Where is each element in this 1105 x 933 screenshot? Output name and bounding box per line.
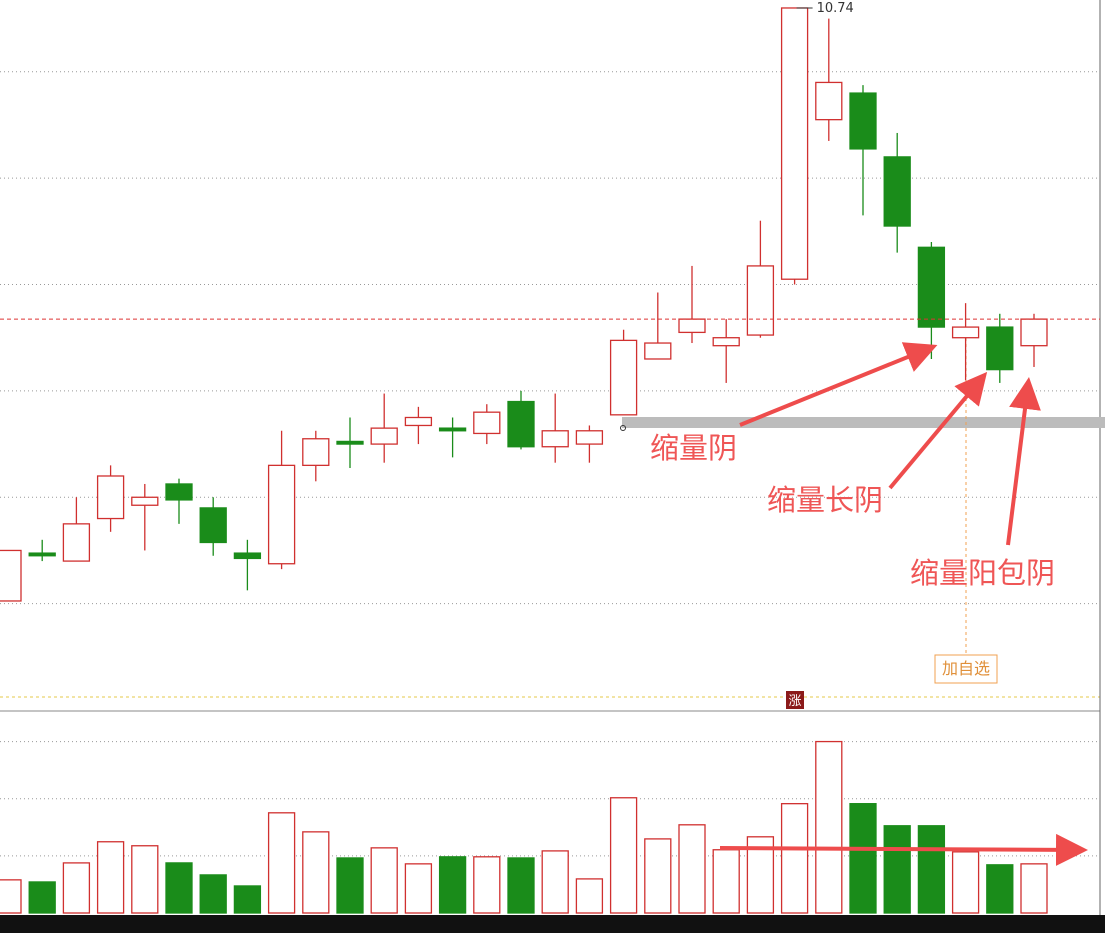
- candle-body: [712, 337, 740, 347]
- volume-bar: [0, 879, 22, 914]
- candle-body: [883, 156, 911, 227]
- arrow: [719, 833, 1088, 866]
- volume-bar: [96, 841, 125, 914]
- candle-body: [986, 326, 1014, 371]
- candle-body: [507, 400, 535, 448]
- volume-bar: [678, 824, 706, 914]
- candle-body: [951, 326, 980, 339]
- candle-body: [370, 427, 398, 445]
- volume-bar: [370, 847, 398, 914]
- candle-body: [131, 496, 159, 506]
- candle-body: [473, 411, 501, 435]
- volume-bar: [815, 740, 843, 914]
- annotation: 缩量阳包阴: [910, 556, 1055, 590]
- candle-body: [233, 552, 262, 560]
- candle-body: [267, 464, 296, 565]
- support-band: [622, 417, 1105, 428]
- volume-bar: [233, 885, 262, 914]
- candle-body: [165, 483, 193, 501]
- button-label[interactable]: 加自选: [942, 659, 990, 678]
- candle-body: [575, 430, 604, 445]
- support-anchor: [620, 425, 626, 431]
- volume-bar: [951, 851, 980, 914]
- candle-body: [609, 339, 638, 416]
- candle-body: [849, 92, 877, 150]
- arrow: [739, 342, 938, 427]
- candle-body: [96, 475, 125, 520]
- volume-bar: [302, 831, 330, 914]
- bottom-bar: [0, 915, 1105, 933]
- candle-body: [404, 416, 433, 427]
- candle-body: [199, 507, 227, 544]
- candle-body: [0, 549, 22, 602]
- max-label: 10.74: [817, 1, 854, 16]
- candle-body: [678, 318, 706, 334]
- volume-bar: [336, 857, 364, 914]
- candle-body: [917, 246, 946, 328]
- volume-bar: [1020, 863, 1048, 914]
- volume-bar: [644, 838, 672, 914]
- volume-bar: [883, 825, 911, 914]
- badge-box: [786, 691, 804, 709]
- candle-body: [815, 81, 843, 121]
- volume-bar: [609, 797, 638, 914]
- volume-bar: [780, 803, 809, 914]
- volume-bar: [986, 864, 1014, 914]
- annotations: 缩量阴 缩量长阴 缩量阳包阴: [650, 342, 1088, 866]
- annotation: 缩量阴: [650, 431, 737, 465]
- volume-bar: [712, 849, 740, 914]
- volume-bar: [473, 856, 501, 914]
- volume-bar: [541, 850, 569, 914]
- button-frame[interactable]: [934, 654, 998, 684]
- volume-bar: [28, 881, 56, 914]
- annotation: 缩量长阴: [767, 483, 883, 517]
- volume-bar: [575, 878, 604, 914]
- candle-body: [644, 342, 672, 360]
- volume-bar: [404, 863, 433, 914]
- volume-bar: [267, 812, 296, 914]
- add-watchlist[interactable]: 加自选: [934, 654, 998, 684]
- arrow: [1006, 377, 1041, 546]
- volume-bar: [917, 825, 946, 914]
- volume-bar: [165, 862, 193, 914]
- volume-bar: [199, 874, 227, 914]
- candle-body: [28, 552, 56, 557]
- volume-bar: [131, 845, 159, 914]
- candle-body: [336, 440, 364, 445]
- volume-bar: [507, 857, 535, 914]
- candle-body: [302, 438, 330, 467]
- candle-body: [780, 7, 809, 280]
- volume-bar: [849, 803, 877, 914]
- marks: 10.74: [0, 1, 1100, 914]
- candle-body: [541, 430, 569, 448]
- candle-body: [1020, 318, 1048, 347]
- candle-body: [62, 523, 91, 562]
- candle-body: [438, 427, 467, 432]
- candle-body: [746, 265, 775, 336]
- volume-bar: [62, 862, 91, 914]
- badge: 涨: [788, 694, 801, 709]
- arrow: [888, 371, 988, 490]
- volume-bar: [438, 856, 467, 914]
